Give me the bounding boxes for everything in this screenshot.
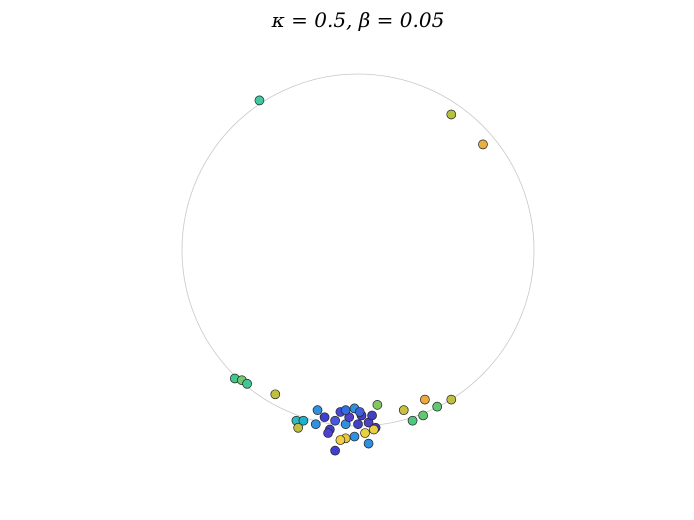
point [446,109,457,120]
point [420,394,430,405]
point [310,419,321,430]
point [367,410,377,421]
point [254,95,265,106]
chart-title: κ = 0.5, β = 0.05 [271,8,445,32]
point [432,401,443,412]
point [312,405,323,416]
point [478,139,488,150]
point [323,428,333,438]
point [446,394,457,405]
point [340,405,351,416]
point [418,410,428,421]
point [398,405,409,416]
point [368,424,379,435]
point [363,438,374,449]
point [353,419,363,430]
point [335,435,346,445]
point [293,422,304,433]
point [319,412,330,423]
point [349,431,360,442]
point [298,415,309,426]
point [330,445,340,456]
point [330,415,340,426]
point [270,389,281,400]
point [372,400,383,410]
point [354,407,365,417]
point [360,428,370,438]
unit-circle [181,73,535,427]
point [407,415,418,426]
point [242,378,252,389]
